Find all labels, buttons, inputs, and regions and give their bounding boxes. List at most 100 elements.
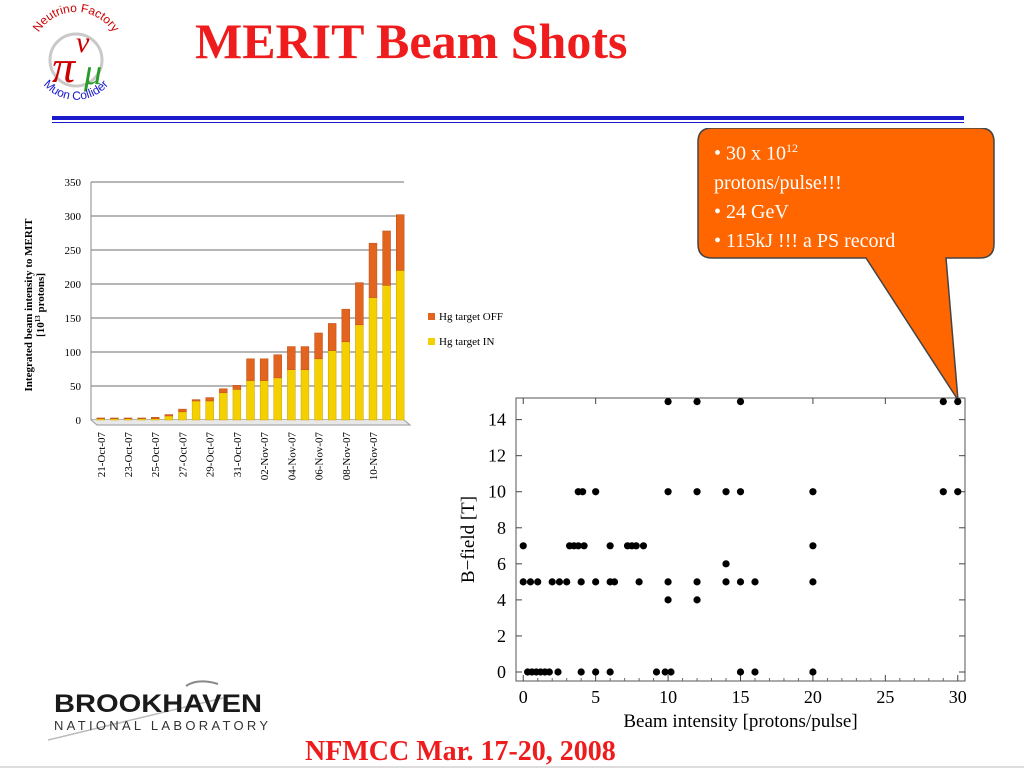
scatter-point [664,578,672,586]
bar-segment-off [273,354,282,379]
scatter-point [606,668,614,676]
bar-x-tick-label: 27-Oct-07 [177,432,189,478]
bar-x-tick-label: 06-Nov-07 [314,432,326,481]
title-divider [52,116,964,120]
bar-segment-off [219,388,228,394]
scatter-point [526,578,535,586]
integrated-intensity-bar-chart: 0 50 100 150 200 250 300 350 21-Oct-07 23-Oct-07 2… [23,177,503,481]
bottom-divider [0,766,1024,768]
bar-segment-off [191,399,201,402]
bar-legend-swatch [428,313,435,320]
bar-segment-off [327,323,337,351]
scatter-x-tick-label: 30 [949,687,967,707]
bar-x-tick-label: 10-Nov-07 [368,432,380,481]
bar-legend-label: Hg target OFF [439,311,503,323]
scatter-point [632,542,640,550]
bar-segment-in [205,400,214,421]
scatter-y-tick-label: 10 [488,482,506,502]
scatter-point [545,668,553,676]
bar-y-tick-label: 200 [65,279,82,291]
bar-y-tick-label: 250 [65,245,82,257]
scatter-point [548,578,556,586]
bar-segment-off [178,408,187,413]
bar-ylabel-line1: Integrated beam intensity to MERIT [23,218,35,392]
svg-text:Muon Collider: Muon Collider [41,77,111,103]
scatter-x-tick-label: 5 [591,687,600,707]
bar-segment-in [273,377,282,421]
scatter-point [722,578,730,586]
page-title: MERIT Beam Shots [195,13,628,69]
scatter-point [736,488,745,496]
scatter-point [939,398,947,406]
logo-bottom-text: Muon Collider [41,77,111,103]
scatter-point [954,398,962,406]
bar-x-tick-label: 08-Nov-07 [341,432,353,481]
scatter-y-tick-label: 0 [497,662,506,682]
scatter-point [664,596,672,604]
bar-segment-off [137,417,146,419]
scatter-y-tick-label: 12 [488,446,506,466]
nu-symbol-icon: ν [76,26,90,59]
scatter-point [722,488,730,496]
bar-y-tick-label: 100 [65,347,82,359]
pi-symbol-icon: π [52,41,77,92]
scatter-x-tick-label: 0 [519,687,528,707]
scatter-point [577,668,585,676]
callout-line-record: • 115kJ !!! a PS record [714,229,896,252]
scatter-x-axis-title: Beam intensity [protons/pulse] [623,711,857,732]
scatter-point [664,488,672,496]
scatter-point [635,578,643,586]
bar-floor [90,419,412,426]
bar-segment-off [355,282,364,326]
scatter-point [736,398,745,406]
scatter-point [751,578,759,586]
scatter-point [579,488,587,496]
bar-segment-in [355,324,364,421]
scatter-point [751,668,759,676]
callout-line-protons: protons/pulse!!! [714,171,842,194]
scatter-point [939,488,947,496]
callout-text: • 30 x 1012 protons/pulse!!! • 24 GeV • … [714,134,984,256]
scatter-y-tick-label: 6 [497,554,506,574]
scatter-x-tick-label: 25 [876,687,894,707]
mu-symbol-icon: μ [83,52,102,92]
bar-y-tick-label: 50 [70,381,82,393]
scatter-point [639,542,648,550]
scatter-point [652,668,661,676]
scatter-point [577,578,585,586]
scatter-point [736,668,745,676]
scatter-point [667,668,675,676]
bar-segment-in [178,411,187,421]
scatter-point [661,668,669,676]
bar-x-tick-label: 02-Nov-07 [259,432,271,481]
bar-segment-off [232,385,242,390]
scatter-point [693,578,701,586]
bar-segment-in [341,341,350,421]
bar-segment-off [259,358,269,381]
bar-segment-off [123,417,133,419]
scatter-point [809,488,817,496]
bar-segment-in [219,392,228,421]
scatter-x-tick-label: 15 [732,687,750,707]
bar-segment-off [96,417,106,419]
bar-segment-off [300,346,310,370]
scatter-point [574,542,582,550]
bar-segment-off [164,414,174,417]
scatter-y-tick-label: 8 [497,518,506,538]
scatter-point [555,578,564,586]
bar-segment-in [287,369,296,421]
scatter-point [610,578,619,586]
bar-segment-in [232,389,242,421]
bnl-name-top: BROOKHAVEN [54,690,262,718]
bar-segment-in [314,358,323,421]
callout-bubble [697,128,995,401]
bar-segment-in [246,380,255,421]
footer-text: NFMCC Mar. 17-20, 2008 [305,736,616,767]
scatter-point [736,578,745,586]
neutrino-factory-logo: π ν μ Neutrino Factory Muon Collider [30,1,122,103]
scatter-point [693,488,701,496]
scatter-point [519,542,527,550]
scatter-point [592,578,600,586]
bar-x-tick-label: 29-Oct-07 [205,432,217,478]
bar-y-tick-label: 150 [65,313,82,325]
